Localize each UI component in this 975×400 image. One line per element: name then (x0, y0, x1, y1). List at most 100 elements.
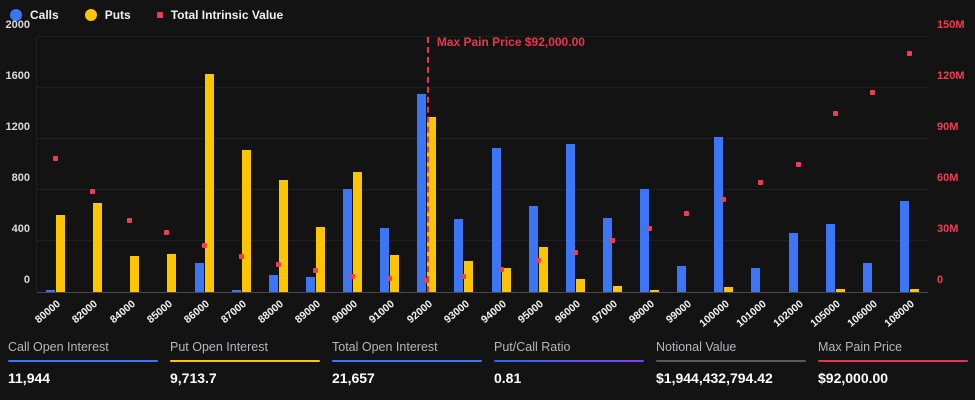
put-bar[interactable] (464, 261, 474, 292)
intrinsic-value-dot[interactable] (535, 258, 541, 264)
call-bar[interactable] (677, 265, 687, 292)
bar-group-94000 (483, 37, 520, 292)
max-pain-annotation: Max Pain Price $92,000.00 (436, 35, 585, 49)
put-bar[interactable] (390, 255, 400, 292)
put-bar[interactable] (650, 290, 660, 292)
call-bar[interactable] (194, 263, 204, 292)
gridline (37, 189, 928, 190)
x-axis-tick-label: 85000 (144, 298, 175, 326)
x-axis-tick-label: 87000 (218, 298, 249, 326)
stat-underline (494, 360, 644, 362)
intrinsic-value-dot[interactable] (312, 267, 318, 273)
gridline (37, 240, 928, 241)
legend-item-puts[interactable]: Puts (84, 8, 131, 22)
intrinsic-value-dot[interactable] (647, 226, 653, 232)
intrinsic-value-dot[interactable] (684, 210, 690, 216)
call-bar[interactable] (751, 267, 761, 292)
stat-value: $92,000.00 (818, 370, 889, 386)
call-bar[interactable] (825, 223, 835, 292)
stat-underline (818, 360, 968, 362)
stat-label: Call Open Interest (8, 340, 109, 354)
bar-group-101000 (742, 37, 779, 292)
put-bar[interactable] (427, 117, 437, 292)
put-bar[interactable] (204, 73, 214, 292)
intrinsic-value-dot[interactable] (721, 197, 727, 203)
x-axis-tick-label: 89000 (293, 298, 324, 326)
call-bar[interactable] (417, 94, 427, 292)
intrinsic-value-dot[interactable] (127, 217, 133, 223)
x-axis-tick-label: 100000 (696, 298, 732, 330)
intrinsic-value-dot[interactable] (609, 238, 615, 243)
put-bar[interactable] (315, 226, 325, 292)
intrinsic-value-dot[interactable] (832, 110, 838, 116)
put-bar[interactable] (501, 268, 511, 292)
legend-item-intrinsic-value[interactable]: Total Intrinsic Value (156, 8, 283, 22)
put-bar[interactable] (575, 279, 585, 292)
gridline (37, 87, 928, 88)
bar-group-90000 (334, 37, 371, 292)
x-axis-tick-label: 93000 (441, 298, 472, 326)
intrinsic-value-dot[interactable] (201, 243, 207, 249)
x-axis-tick-label: 97000 (590, 298, 621, 326)
stat-value: 11,944 (8, 370, 51, 386)
put-bar[interactable] (724, 286, 734, 292)
put-bar[interactable] (241, 150, 251, 292)
intrinsic-value-dot[interactable] (90, 188, 96, 194)
intrinsic-value-dot[interactable] (275, 261, 281, 267)
put-bar[interactable] (538, 247, 548, 292)
call-bar[interactable] (565, 144, 575, 292)
intrinsic-value-dot[interactable] (350, 273, 356, 279)
x-axis-tick-label: 108000 (882, 298, 918, 330)
bar-group-95000 (520, 37, 557, 292)
bar-group-91000 (371, 37, 408, 292)
put-bar[interactable] (612, 285, 622, 292)
put-bar[interactable] (835, 288, 845, 292)
put-bar[interactable] (93, 203, 103, 292)
intrinsic-value-dot[interactable] (869, 90, 875, 96)
legend-item-calls[interactable]: Calls (10, 8, 59, 22)
intrinsic-value-dot[interactable] (164, 229, 170, 235)
bar-group-105000 (817, 37, 854, 292)
intrinsic-value-dot[interactable] (758, 180, 764, 186)
call-bar[interactable] (788, 232, 798, 292)
call-bar[interactable] (343, 189, 353, 292)
intrinsic-value-dot[interactable] (53, 156, 59, 162)
y-axis-right-tick: 150M (937, 19, 965, 31)
put-bar[interactable] (167, 253, 177, 292)
call-bar[interactable] (714, 137, 724, 292)
call-bar[interactable] (528, 205, 538, 292)
call-bar[interactable] (640, 189, 650, 292)
bar-group-85000 (148, 37, 185, 292)
intrinsic-value-dot[interactable] (795, 162, 801, 168)
call-bar[interactable] (454, 218, 464, 292)
x-axis-tick-label: 102000 (771, 298, 806, 330)
call-bar[interactable] (899, 201, 909, 292)
put-bar[interactable] (130, 256, 140, 292)
legend-label-calls: Calls (30, 8, 59, 22)
call-bar[interactable] (602, 218, 612, 292)
y-axis-left-tick: 1600 (5, 70, 30, 82)
intrinsic-value-dot[interactable] (238, 254, 244, 260)
intrinsic-value-dot[interactable] (461, 273, 467, 279)
call-bar[interactable] (862, 262, 872, 292)
intrinsic-value-dot[interactable] (906, 51, 912, 56)
plot-area: 0 0 400 30M 800 60M 1200 90M 1600 120M 2000 150M 800… (6, 19, 965, 330)
intrinsic-value-dot[interactable] (387, 276, 393, 282)
x-axis-tick-label: 105000 (808, 298, 843, 330)
stat-value: 9,713.7 (170, 370, 217, 386)
bar-group-99000 (668, 37, 705, 292)
call-bar[interactable] (305, 276, 315, 292)
x-axis-tick-label: 99000 (664, 298, 695, 326)
put-bar[interactable] (278, 180, 288, 292)
gridline (37, 138, 928, 139)
intrinsic-value-dot[interactable] (572, 249, 578, 255)
put-bar[interactable] (56, 214, 66, 292)
put-bar[interactable] (909, 289, 919, 292)
call-bar[interactable] (46, 290, 56, 292)
put-bar[interactable] (353, 172, 363, 292)
call-bar[interactable] (491, 147, 501, 292)
intrinsic-value-dot[interactable] (498, 266, 504, 272)
call-bar[interactable] (231, 290, 241, 292)
call-bar[interactable] (380, 228, 390, 292)
call-bar[interactable] (268, 274, 278, 292)
